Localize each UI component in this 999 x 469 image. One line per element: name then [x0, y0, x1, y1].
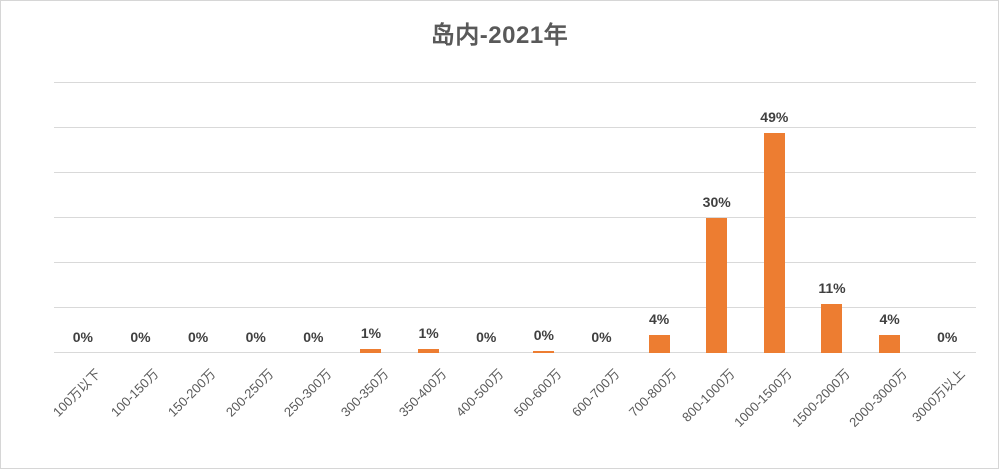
- bar-value-label: 0%: [130, 329, 151, 345]
- x-axis-label: 400-500万: [453, 366, 507, 420]
- x-axis-label: 500-600万: [510, 366, 565, 420]
- bar: [533, 351, 555, 353]
- chart-title: 岛内-2021年: [430, 22, 569, 49]
- bar: [879, 335, 901, 353]
- bar: [360, 348, 382, 353]
- bar: [648, 335, 670, 353]
- x-axis-label: 700-800万: [626, 366, 680, 420]
- bar: [418, 348, 440, 353]
- x-axis-label: 200-250万: [222, 366, 277, 420]
- bar-value-label: 0%: [591, 329, 612, 345]
- bar-value-label: 0%: [533, 327, 554, 344]
- bar-value-label: 0%: [937, 329, 958, 345]
- x-axis-label: 2000-3000万: [846, 366, 911, 430]
- bar-value-label: 1%: [418, 324, 439, 341]
- bar-value-label: 0%: [303, 329, 324, 345]
- x-axis-label: 3000万以上: [909, 366, 968, 425]
- bar-value-label: 11%: [818, 279, 846, 296]
- gridline: [54, 217, 976, 218]
- x-axis-label: 300-350万: [338, 366, 392, 420]
- plot-area: 0% 100万以下 0% 100-150万 0% 150-200万 0% 200-250万 0%…: [50, 82, 976, 430]
- bar-value-label: 0%: [72, 329, 93, 345]
- bar-value-label: 0%: [187, 329, 209, 345]
- bar-value-label: 4%: [648, 311, 670, 327]
- x-axis-label: 350-400万: [395, 366, 450, 420]
- x-axis-label: 1000-1500万: [731, 366, 796, 430]
- bar: [763, 132, 785, 353]
- x-axis-label: 250-300万: [280, 366, 335, 420]
- x-axis-label: 600-700万: [568, 366, 623, 420]
- gridline: [54, 262, 976, 263]
- x-axis-label: 150-200万: [165, 366, 219, 420]
- x-axis-label: 1500-2000万: [788, 366, 853, 430]
- bar-value-label: 49%: [760, 108, 789, 125]
- bar: [821, 303, 843, 353]
- gridline: [54, 172, 976, 173]
- gridline: [54, 307, 976, 308]
- x-axis-label: 100-150万: [107, 366, 162, 420]
- gridline: [54, 352, 976, 353]
- bar-value-label: 0%: [476, 329, 497, 345]
- gridline: [54, 82, 976, 83]
- bar-value-label: 1%: [360, 324, 382, 341]
- bar-value-label: 30%: [702, 194, 731, 210]
- gridline: [54, 127, 976, 128]
- bar-value-label: 4%: [879, 311, 900, 327]
- bar: [706, 218, 728, 353]
- bar-value-label: 0%: [245, 329, 266, 345]
- x-axis-label: 100万以下: [50, 366, 104, 420]
